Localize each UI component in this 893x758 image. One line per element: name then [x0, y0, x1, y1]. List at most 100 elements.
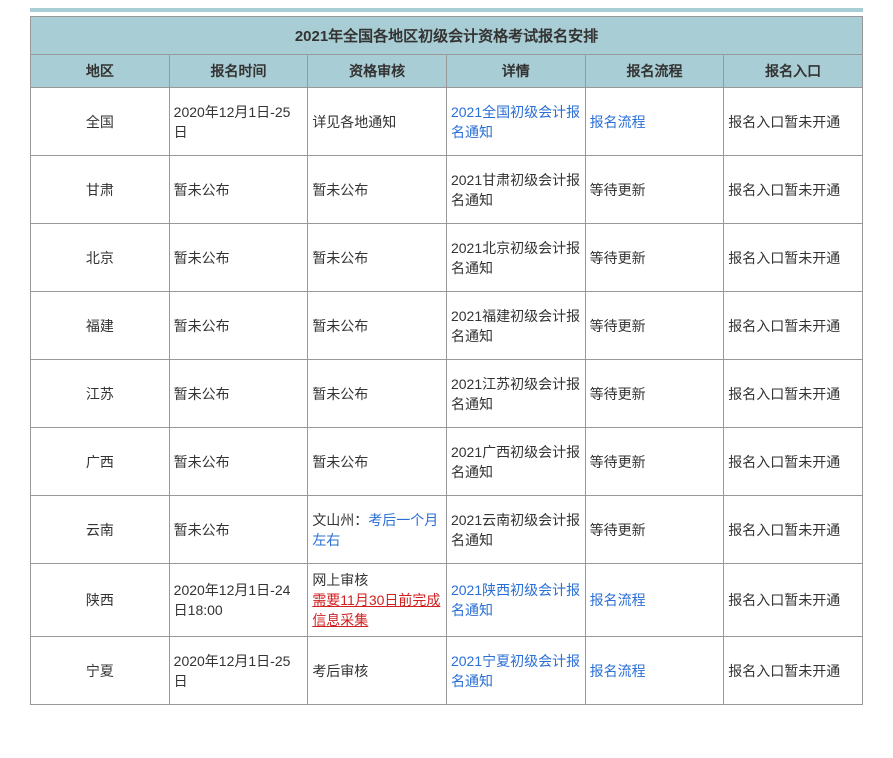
table-row: 宁夏2020年12月1日-25日考后审核 2021宁夏初级会计报名通知报名流程 报名… — [31, 637, 863, 705]
cell-detail: 2021陕西初级会计报名通知 — [446, 564, 585, 637]
cell-process: 等待更新 — [585, 496, 724, 564]
cell-process: 等待更新 — [585, 360, 724, 428]
link-text[interactable]: 2021宁夏初级会计报名通知 — [451, 653, 580, 689]
cell-time: 2020年12月1日-24日18:00 — [169, 564, 308, 637]
link-text[interactable]: 报名流程 — [590, 114, 646, 130]
cell-region: 江苏 — [31, 360, 170, 428]
table-row: 甘肃暂未公布暂未公布2021甘肃初级会计报名通知等待更新报名入口暂未开通 — [31, 156, 863, 224]
link-text[interactable]: 报名流程 — [590, 592, 646, 608]
plain-text: 暂未公布 — [312, 318, 368, 334]
cell-time: 2020年12月1日-25日 — [169, 88, 308, 156]
col-header-audit: 资格审核 — [308, 55, 447, 88]
plain-text: 网上审核 — [312, 572, 368, 588]
cell-process: 等待更新 — [585, 156, 724, 224]
table-row: 广西暂未公布暂未公布2021广西初级会计报名通知等待更新报名入口暂未开通 — [31, 428, 863, 496]
plain-text: 暂未公布 — [312, 454, 368, 470]
plain-text: 暂未公布 — [312, 250, 368, 266]
cell-time: 暂未公布 — [169, 224, 308, 292]
cell-process: 报名流程 — [585, 88, 724, 156]
plain-text: 考后审核 — [312, 663, 368, 679]
cell-audit: 暂未公布 — [308, 360, 447, 428]
plain-text: 2021福建初级会计报名通知 — [451, 308, 580, 344]
col-header-process: 报名流程 — [585, 55, 724, 88]
cell-entry: 报名入口暂未开通 — [724, 360, 863, 428]
cell-audit: 网上审核需要11月30日前完成信息采集 — [308, 564, 447, 637]
highlight-text[interactable]: 需要11月30日前完成信息采集 — [312, 592, 440, 628]
cell-time: 2020年12月1日-25日 — [169, 637, 308, 705]
cell-audit: 暂未公布 — [308, 292, 447, 360]
cell-region: 云南 — [31, 496, 170, 564]
plain-text: 等待更新 — [590, 454, 646, 470]
plain-text: 2021江苏初级会计报名通知 — [451, 376, 580, 412]
cell-time: 暂未公布 — [169, 156, 308, 224]
link-text[interactable]: 2021全国初级会计报名通知 — [451, 104, 580, 140]
cell-detail: 2021福建初级会计报名通知 — [446, 292, 585, 360]
cell-region: 陕西 — [31, 564, 170, 637]
table-body: 全国2020年12月1日-25日详见各地通知2021全国初级会计报名通知报名流程… — [31, 88, 863, 705]
cell-process: 等待更新 — [585, 224, 724, 292]
cell-time: 暂未公布 — [169, 428, 308, 496]
cell-detail: 2021江苏初级会计报名通知 — [446, 360, 585, 428]
plain-text: 等待更新 — [590, 182, 646, 198]
cell-time: 暂未公布 — [169, 496, 308, 564]
cell-detail: 2021北京初级会计报名通知 — [446, 224, 585, 292]
registration-schedule-table: 2021年全国各地区初级会计资格考试报名安排 地区 报名时间 资格审核 详情 报… — [30, 16, 863, 705]
plain-text: 详见各地通知 — [312, 114, 396, 130]
plain-text: 等待更新 — [590, 522, 646, 538]
cell-audit: 暂未公布 — [308, 156, 447, 224]
col-header-time: 报名时间 — [169, 55, 308, 88]
plain-text: 等待更新 — [590, 386, 646, 402]
table-row: 北京暂未公布暂未公布2021北京初级会计报名通知等待更新报名入口暂未开通 — [31, 224, 863, 292]
plain-text: 等待更新 — [590, 250, 646, 266]
cell-audit: 暂未公布 — [308, 224, 447, 292]
plain-text: 暂未公布 — [312, 386, 368, 402]
cell-region: 甘肃 — [31, 156, 170, 224]
cell-detail: 2021宁夏初级会计报名通知 — [446, 637, 585, 705]
link-text[interactable]: 报名流程 — [590, 663, 646, 679]
cell-entry: 报名入口暂未开通 — [724, 496, 863, 564]
cell-entry: 报名入口暂未开通 — [724, 292, 863, 360]
cell-process: 报名流程 — [585, 564, 724, 637]
link-text[interactable]: 2021陕西初级会计报名通知 — [451, 582, 580, 618]
cell-entry: 报名入口暂未开通 — [724, 564, 863, 637]
table-row: 陕西2020年12月1日-24日18:00网上审核需要11月30日前完成信息采集… — [31, 564, 863, 637]
cell-detail: 2021全国初级会计报名通知 — [446, 88, 585, 156]
table-row: 云南暂未公布文山州：考后一个月左右2021云南初级会计报名通知等待更新 报名入口暂… — [31, 496, 863, 564]
cell-detail: 2021甘肃初级会计报名通知 — [446, 156, 585, 224]
plain-text: 暂未公布 — [312, 182, 368, 198]
table-title: 2021年全国各地区初级会计资格考试报名安排 — [31, 17, 863, 55]
cell-entry: 报名入口暂未开通 — [724, 637, 863, 705]
cell-entry: 报名入口暂未开通 — [724, 156, 863, 224]
col-header-region: 地区 — [31, 55, 170, 88]
cell-audit: 文山州：考后一个月左右 — [308, 496, 447, 564]
plain-text: 2021甘肃初级会计报名通知 — [451, 172, 580, 208]
plain-text: 等待更新 — [590, 318, 646, 334]
cell-detail: 2021广西初级会计报名通知 — [446, 428, 585, 496]
cell-region: 全国 — [31, 88, 170, 156]
table-row: 江苏暂未公布暂未公布2021江苏初级会计报名通知等待更新报名入口暂未开通 — [31, 360, 863, 428]
cell-time: 暂未公布 — [169, 292, 308, 360]
col-header-detail: 详情 — [446, 55, 585, 88]
cell-detail: 2021云南初级会计报名通知 — [446, 496, 585, 564]
cell-entry: 报名入口暂未开通 — [724, 88, 863, 156]
table-row: 全国2020年12月1日-25日详见各地通知 2021全国初级会计报名通知报名流程… — [31, 88, 863, 156]
cell-audit: 暂未公布 — [308, 428, 447, 496]
cell-time: 暂未公布 — [169, 360, 308, 428]
plain-text: 文山州： — [312, 512, 368, 528]
cell-process: 等待更新 — [585, 428, 724, 496]
cell-entry: 报名入口暂未开通 — [724, 428, 863, 496]
cell-region: 广西 — [31, 428, 170, 496]
cell-region: 福建 — [31, 292, 170, 360]
cell-process: 报名流程 — [585, 637, 724, 705]
cell-audit: 考后审核 — [308, 637, 447, 705]
plain-text: 2021云南初级会计报名通知 — [451, 512, 580, 548]
table-header-row: 地区 报名时间 资格审核 详情 报名流程 报名入口 — [31, 55, 863, 88]
cell-region: 北京 — [31, 224, 170, 292]
plain-text: 2021北京初级会计报名通知 — [451, 240, 580, 276]
cell-region: 宁夏 — [31, 637, 170, 705]
table-row: 福建暂未公布暂未公布2021福建初级会计报名通知等待更新报名入口暂未开通 — [31, 292, 863, 360]
cell-audit: 详见各地通知 — [308, 88, 447, 156]
cell-process: 等待更新 — [585, 292, 724, 360]
cell-entry: 报名入口暂未开通 — [724, 224, 863, 292]
plain-text: 2021广西初级会计报名通知 — [451, 444, 580, 480]
